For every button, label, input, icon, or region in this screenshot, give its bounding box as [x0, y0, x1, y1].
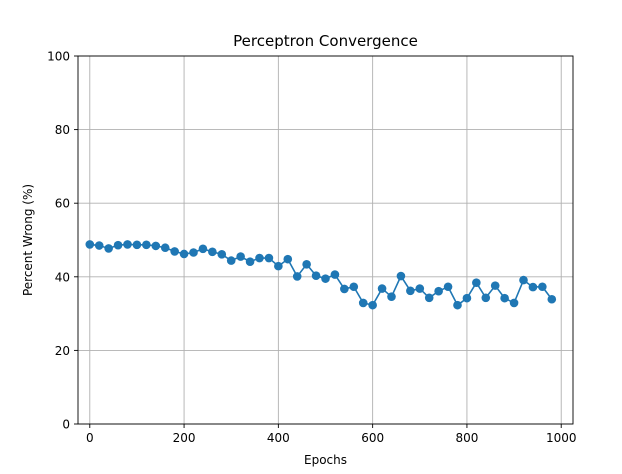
x-tick-label: 800: [455, 431, 478, 445]
data-point: [500, 293, 509, 303]
y-tick-label: 40: [55, 270, 70, 284]
data-point: [538, 282, 547, 292]
data-point: [113, 240, 123, 250]
x-tick-label: 400: [267, 431, 290, 445]
data-point: [85, 240, 95, 249]
data-point: [406, 286, 415, 296]
data-point: [104, 244, 113, 253]
data-point: [340, 284, 349, 294]
data-point: [255, 253, 264, 263]
data-point: [189, 248, 198, 257]
data-point: [311, 271, 321, 281]
x-axis-label: Epochs: [304, 453, 347, 467]
x-axis-ticks: 0 200 400 600 800 1000: [86, 424, 577, 445]
x-tick-label: 0: [86, 431, 94, 445]
data-point: [387, 292, 396, 301]
data-point: [424, 293, 434, 303]
data-point: [509, 298, 519, 308]
data-point: [142, 240, 151, 250]
y-tick-label: 0: [62, 418, 70, 432]
data-point: [434, 286, 443, 296]
data-point: [443, 282, 453, 292]
data-point: [94, 241, 104, 250]
data-point: [236, 252, 245, 261]
data-point: [245, 257, 255, 267]
data-point: [349, 282, 359, 292]
data-point: [330, 270, 340, 279]
data-point: [208, 247, 217, 257]
data-point: [453, 300, 462, 310]
data-point: [519, 275, 528, 285]
x-tick-label: 600: [361, 431, 384, 445]
x-tick-label: 200: [173, 431, 196, 445]
data-point: [123, 240, 132, 249]
data-point: [528, 282, 538, 292]
y-tick-label: 80: [55, 123, 70, 137]
data-point: [481, 293, 491, 303]
data-point: [198, 244, 208, 254]
data-point: [377, 284, 387, 293]
data-point: [283, 254, 293, 264]
plot-frame: [77, 55, 574, 425]
data-point: [179, 249, 189, 259]
data-point: [547, 294, 557, 304]
y-axis-label: Percent Wrong (%): [21, 184, 35, 296]
data-point: [132, 240, 142, 250]
data-point: [462, 293, 472, 303]
data-point: [321, 274, 330, 283]
data-point: [160, 243, 170, 253]
chart-title: Perceptron Convergence: [233, 32, 418, 50]
data-point: [274, 261, 283, 271]
data-point: [151, 241, 161, 251]
data-point: [368, 300, 377, 310]
data-point: [217, 250, 227, 259]
data-point: [264, 253, 274, 263]
data-point: [472, 278, 481, 287]
data-point: [226, 256, 236, 265]
y-tick-label: 100: [47, 50, 70, 64]
data-point: [396, 271, 406, 281]
data-point: [302, 259, 311, 269]
x-tick-label: 1000: [546, 431, 577, 445]
data-point: [358, 298, 368, 308]
data-point: [490, 281, 500, 290]
data-point: [170, 247, 179, 256]
data-point: [292, 272, 302, 281]
y-axis-ticks: 0 20 40 60 80 100: [47, 50, 78, 432]
data-series: [85, 240, 557, 310]
data-point: [415, 284, 425, 293]
y-tick-label: 20: [55, 344, 70, 358]
y-tick-label: 60: [55, 197, 70, 211]
